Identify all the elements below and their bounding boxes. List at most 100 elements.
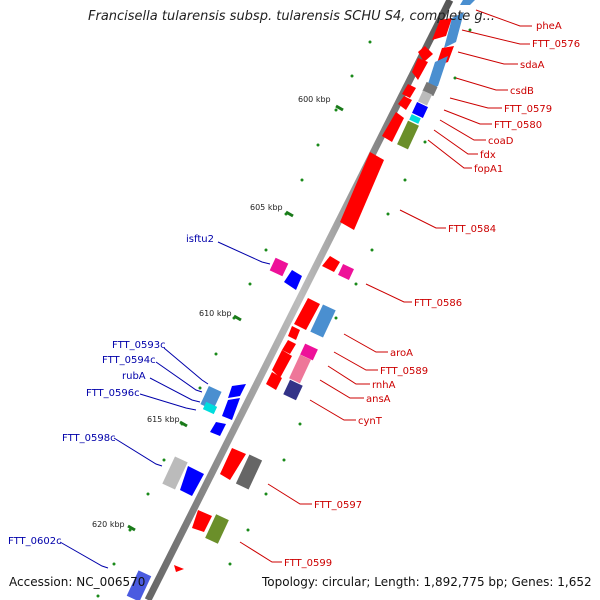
tick-label: 610 kbp — [199, 309, 232, 318]
track-dot — [146, 492, 150, 496]
gene-block — [412, 102, 428, 118]
track-dot — [282, 458, 286, 462]
feature-label: FTT_0594c — [102, 355, 156, 366]
leader-line — [343, 333, 388, 353]
major-tick — [127, 524, 136, 532]
leader-line — [427, 139, 472, 169]
leader-line — [461, 29, 530, 45]
leader-line — [399, 209, 446, 229]
gene-block — [162, 456, 188, 490]
gene-arrow — [272, 350, 292, 378]
feature-label: FTT_0580 — [494, 120, 542, 131]
leader-line — [239, 541, 282, 563]
feature-labels-left: isftu2 FTT_0593c FTT_0594c rubA FTT_0596… — [8, 234, 214, 547]
gene-arrow — [418, 46, 433, 62]
tick-label: 615 kbp — [147, 415, 180, 424]
leader-lines-left — [59, 241, 271, 569]
leader-line — [475, 9, 532, 27]
feature-label: fdx — [480, 150, 496, 161]
map-title: Francisella tularensis subsp. tularensis… — [88, 9, 496, 24]
track-dot — [370, 248, 374, 252]
track-dot — [162, 458, 166, 462]
track-dot — [354, 282, 358, 286]
leader-line — [155, 361, 203, 393]
feature-label: FTT_0593c — [112, 340, 166, 351]
track-dot — [334, 316, 338, 320]
feature-label: rnhA — [372, 380, 396, 391]
gene-arrow — [220, 448, 246, 480]
gene-arrow — [444, 12, 464, 48]
feature-label: FTT_0589 — [380, 366, 428, 377]
track-dot — [198, 386, 202, 390]
gene-block — [409, 114, 421, 124]
major-tick — [285, 210, 294, 218]
gene-arrow — [340, 152, 384, 230]
gene-block — [289, 354, 311, 384]
gene-arrow — [322, 256, 340, 272]
track-dot — [468, 28, 472, 32]
leader-line — [59, 541, 109, 569]
track-dot — [334, 108, 338, 112]
track-dot — [300, 178, 304, 182]
track-dot — [368, 40, 372, 44]
feature-label: FTT_0599 — [284, 558, 332, 569]
gene-features — [126, 0, 475, 600]
gene-block — [300, 343, 318, 361]
gene-arrow — [222, 398, 240, 420]
feature-label: csdB — [510, 86, 534, 97]
track-dot — [316, 143, 320, 147]
track-dot — [264, 248, 268, 252]
feature-label: cynT — [358, 416, 383, 427]
tick-labels: 600 kbp 605 kbp 610 kbp 615 kbp 620 kbp — [92, 95, 331, 529]
tick-label: 620 kbp — [92, 520, 125, 529]
track-dot — [228, 562, 232, 566]
feature-label: ansA — [366, 394, 391, 405]
feature-label: sdaA — [520, 60, 545, 71]
tick-track-inner — [96, 40, 372, 598]
feature-label: FTT_0584 — [448, 224, 496, 235]
gene-arrow — [432, 18, 452, 40]
feature-labels-right: pheA FTT_0576 sdaA csdB FTT_0579 FTT_058… — [284, 21, 580, 569]
gene-block — [397, 120, 419, 150]
gene-arrow — [382, 112, 404, 142]
gene-arrow — [266, 372, 282, 390]
major-tick — [335, 104, 344, 112]
genome-summary: Topology: circular; Length: 1,892,775 bp… — [262, 575, 592, 589]
accession-label: Accession: NC_006570 — [9, 575, 146, 589]
gene-arrow — [192, 510, 212, 532]
feature-label: FTT_0579 — [504, 104, 552, 115]
gene-arrow — [284, 270, 302, 290]
track-dot — [112, 562, 116, 566]
gene-arrow — [412, 58, 428, 80]
feature-label: pheA — [536, 21, 562, 32]
gene-arrow — [398, 96, 412, 110]
track-dot — [403, 178, 407, 182]
track-dot — [453, 76, 457, 80]
feature-label: FTT_0586 — [414, 298, 462, 309]
track-dot — [214, 352, 218, 356]
feature-label: aroA — [390, 348, 413, 359]
leader-line — [327, 365, 370, 385]
track-dot — [423, 140, 427, 144]
track-dot — [248, 282, 252, 286]
leader-line — [433, 129, 478, 155]
gene-block — [283, 379, 303, 401]
leader-line — [309, 399, 356, 421]
gene-block — [126, 570, 152, 600]
leader-line — [163, 347, 209, 385]
leader-line — [449, 97, 502, 109]
leader-line — [457, 51, 518, 65]
gene-block — [338, 264, 354, 280]
feature-label: FTT_0598c — [62, 433, 116, 444]
gene-arrow — [174, 565, 184, 572]
gene-arrow — [288, 326, 300, 340]
gene-block — [205, 514, 229, 544]
major-ticks — [127, 104, 344, 532]
track-dot — [298, 422, 302, 426]
feature-label: FTT_0596c — [86, 388, 140, 399]
leader-line — [333, 351, 378, 371]
leader-line — [439, 119, 486, 141]
gene-block — [310, 304, 336, 338]
